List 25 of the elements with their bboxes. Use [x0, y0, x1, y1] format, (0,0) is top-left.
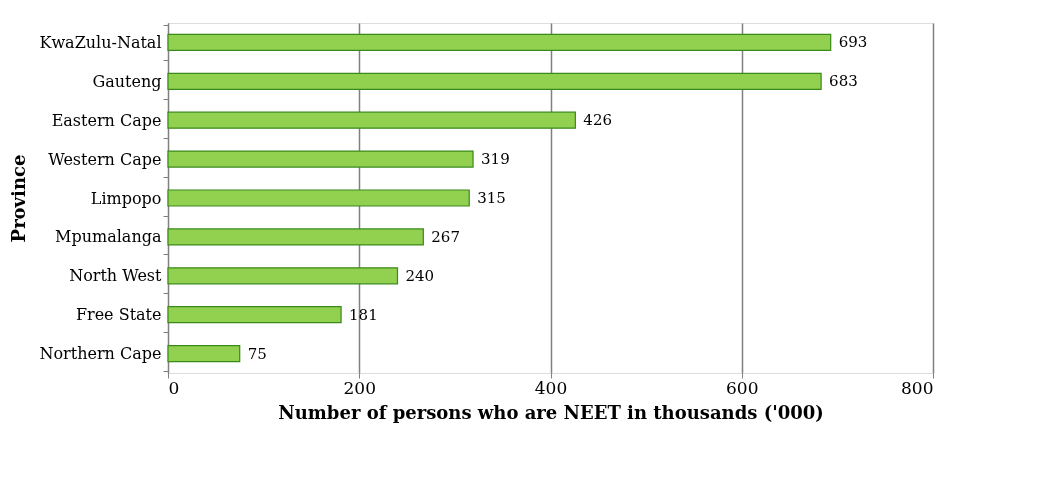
- data-label: 683: [829, 72, 858, 91]
- x-tick-label: 200: [343, 377, 376, 398]
- data-label: 315: [477, 189, 506, 207]
- x-tick-label: 800: [901, 377, 934, 398]
- x-tick-label: 0: [168, 377, 180, 398]
- y-tick-label: Limpopo: [90, 188, 162, 208]
- data-label: 319: [481, 150, 510, 169]
- y-tick-label: Western Cape: [48, 149, 162, 169]
- y-axis-title: Province: [8, 154, 30, 243]
- x-axis-title: Number of persons who are NEET in thousands ('000): [278, 401, 824, 423]
- y-tick-label: Northern Cape: [39, 344, 162, 364]
- data-label: 240: [405, 266, 435, 285]
- y-tick-label: KwaZulu-Natal: [39, 32, 162, 52]
- y-tick-label: Mpumalanga: [55, 227, 162, 247]
- data-label: 426: [583, 111, 612, 130]
- x-tick-label: 400: [534, 377, 568, 398]
- y-tick-label: Free State: [75, 305, 162, 325]
- data-label: 267: [431, 227, 460, 246]
- y-tick-label: Eastern Cape: [51, 110, 162, 130]
- y-tick-label: Gauteng: [92, 71, 162, 91]
- data-label: 181: [349, 305, 378, 324]
- x-tick-label: 600: [726, 377, 759, 398]
- y-tick-label: North West: [69, 266, 163, 286]
- data-label: 693: [838, 33, 868, 52]
- data-label: 75: [247, 344, 267, 363]
